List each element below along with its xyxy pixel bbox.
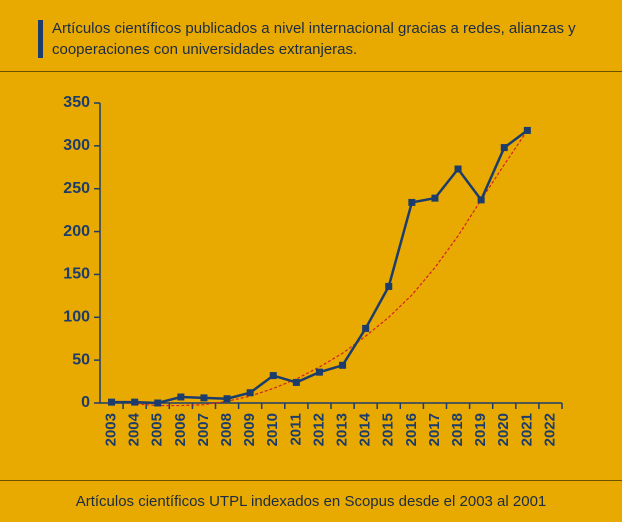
y-tick-label: 250: [63, 180, 90, 197]
y-tick-label: 0: [81, 394, 90, 411]
data-point: [177, 393, 185, 401]
x-tick-label: 2014: [357, 412, 374, 446]
x-tick-label: 2021: [518, 413, 535, 446]
data-point: [523, 126, 531, 134]
data-point: [246, 389, 254, 397]
data-point: [200, 394, 208, 402]
y-tick-label: 350: [63, 94, 90, 111]
data-point: [292, 378, 300, 386]
x-tick-label: 2004: [126, 412, 143, 446]
x-tick-label: 2015: [380, 413, 397, 446]
data-point: [431, 194, 439, 202]
x-tick-label: 2012: [310, 413, 327, 446]
data-point: [500, 144, 508, 152]
x-tick-label: 2010: [264, 413, 281, 446]
x-tick-label: 2006: [172, 413, 189, 446]
x-tick-label: 2017: [426, 413, 443, 446]
x-tick-label: 2022: [541, 413, 558, 446]
title: Artículos científicos publicados a nivel…: [52, 20, 576, 58]
x-tick-label: 2013: [334, 413, 351, 446]
x-tick-label: 2009: [241, 413, 258, 446]
accent-bar: [38, 20, 43, 58]
y-tick-label: 150: [63, 266, 90, 283]
data-point: [454, 165, 462, 173]
footer-text: Artículos científicos UTPL indexados en …: [75, 493, 547, 510]
data-point: [385, 282, 393, 290]
y-tick-label: 200: [63, 223, 90, 240]
x-tick-label: 2020: [495, 413, 512, 446]
x-tick-label: 2007: [195, 413, 212, 446]
data-point: [269, 372, 277, 380]
data-point: [154, 399, 162, 407]
data-point: [223, 395, 231, 403]
data-point: [131, 398, 139, 406]
data-point: [339, 361, 347, 369]
footer: Artículos científicos UTPL indexados en …: [0, 480, 622, 523]
data-point: [362, 324, 370, 332]
data-point: [315, 368, 323, 376]
data-line: [111, 129, 529, 405]
chart: 0 50 100 150 200 250 300 350 2003 2004 2005 2006 200…: [63, 94, 563, 446]
data-point: [408, 198, 416, 206]
data-point: [108, 398, 116, 406]
x-tick-label: 2003: [103, 413, 120, 446]
x-tick-label: 2005: [149, 413, 166, 446]
y-tick-label: 300: [63, 137, 90, 154]
y-tick-label: 100: [63, 309, 90, 326]
x-tick-label: 2019: [472, 413, 489, 446]
x-tick-label: 2008: [218, 413, 235, 446]
header: Artículos científicos publicados a nivel…: [0, 0, 622, 72]
data-point: [477, 196, 485, 204]
x-tick-label: 2011: [287, 413, 304, 446]
x-tick-label: 2018: [449, 413, 466, 446]
trend-line: [111, 130, 528, 407]
x-tick-label: 2016: [403, 413, 420, 446]
y-tick-label: 50: [72, 351, 90, 368]
